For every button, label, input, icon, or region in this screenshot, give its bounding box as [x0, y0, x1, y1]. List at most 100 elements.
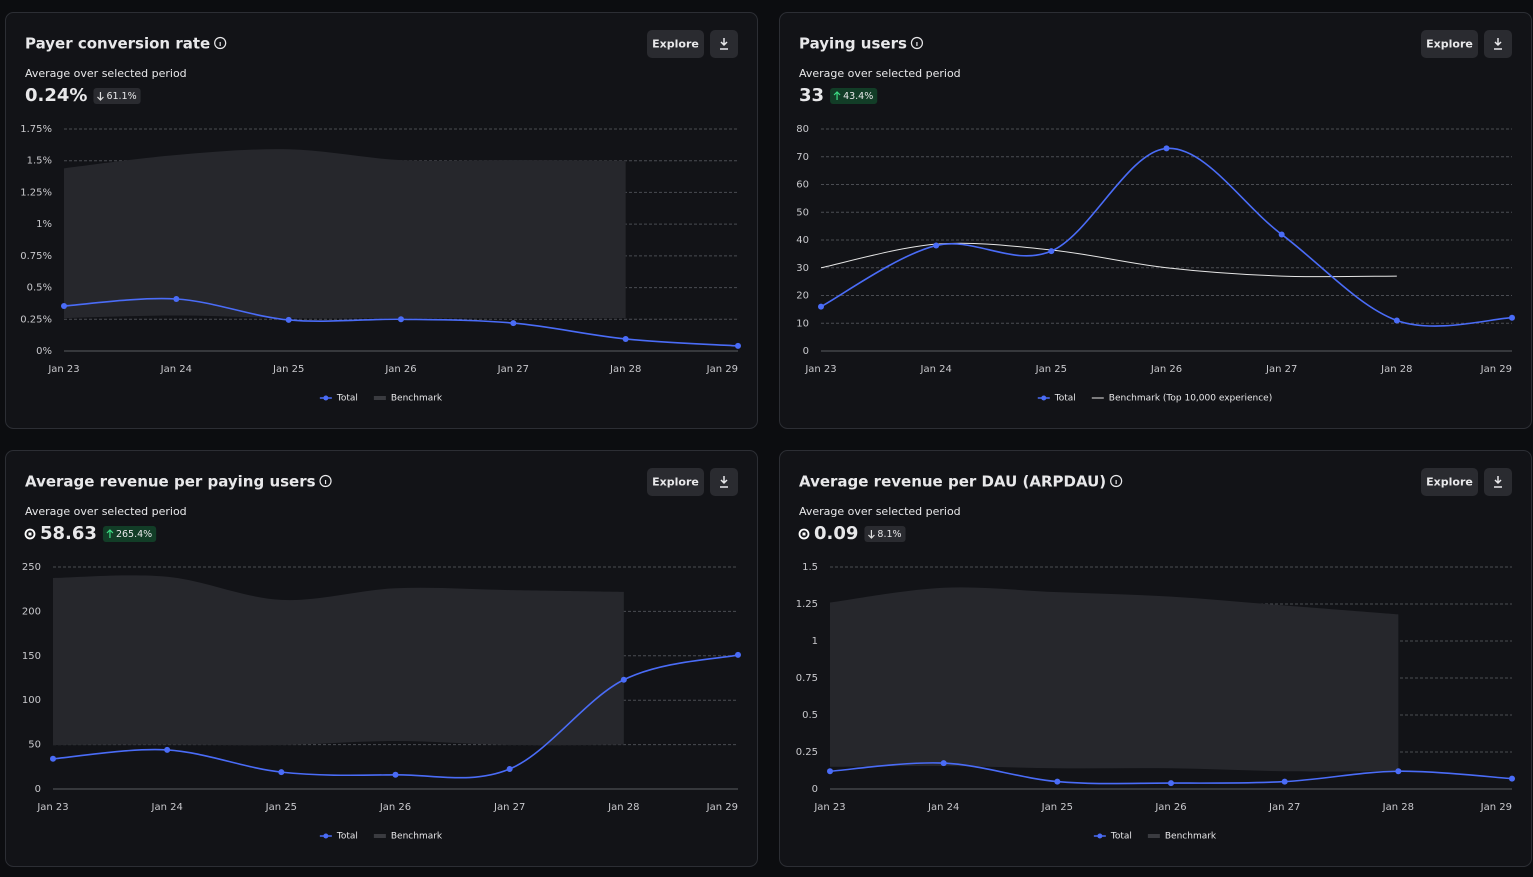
info-icon[interactable]	[1110, 474, 1123, 488]
y-tick-label: 1%	[36, 219, 52, 230]
x-tick-label: Jan 29	[1480, 364, 1512, 375]
chart-card: Average revenue per paying users Explore A…	[5, 450, 758, 867]
data-point	[285, 316, 292, 323]
y-tick-label: 40	[796, 235, 809, 246]
y-tick-label: 250	[22, 562, 41, 573]
data-point	[933, 242, 940, 249]
legend-marker-dot	[323, 833, 329, 839]
y-tick-label: 80	[796, 124, 809, 135]
explore-button-label: Explore	[652, 38, 699, 51]
currency-icon-inner	[802, 532, 806, 536]
legend-marker	[373, 834, 386, 838]
x-tick-label: Jan 23	[47, 364, 79, 375]
chart-title: Paying users	[799, 35, 907, 53]
legend-label: Benchmark	[1165, 832, 1217, 842]
legend-marker-dot	[1041, 395, 1047, 401]
data-point	[278, 769, 285, 776]
legend-label: Benchmark (Top 10,000 experience)	[1109, 394, 1272, 404]
legend: Total Benchmark	[319, 832, 443, 842]
info-icon[interactable]	[910, 36, 924, 50]
explore-button[interactable]	[1421, 468, 1478, 496]
y-tick-label: 0	[803, 346, 809, 357]
y-tick-label: 0.75	[796, 673, 818, 684]
legend-label: Total	[336, 394, 358, 404]
explore-button[interactable]	[647, 30, 704, 58]
legend: Total Benchmark	[319, 394, 443, 404]
x-tick-label: Jan 26	[379, 802, 411, 813]
y-tick-label: 20	[796, 291, 809, 302]
legend-label: Benchmark	[391, 394, 443, 404]
change-value: 43.4%	[843, 91, 873, 102]
y-tick-label: 60	[796, 180, 809, 191]
data-point	[50, 755, 56, 762]
y-tick-label: 10	[796, 318, 809, 329]
data-point	[940, 760, 947, 767]
y-tick-label: 0%	[36, 346, 52, 357]
x-tick-label: Jan 23	[36, 802, 68, 813]
x-tick-label: Jan 27	[493, 802, 525, 813]
explore-button[interactable]	[647, 468, 704, 496]
x-tick-label: Jan 24	[160, 364, 192, 375]
data-point	[818, 303, 824, 310]
currency-icon	[24, 528, 36, 540]
benchmark-line	[820, 242, 1397, 278]
y-tick-label: 0	[35, 784, 41, 795]
y-tick-label: 0	[812, 784, 818, 795]
explore-button[interactable]	[1421, 30, 1478, 58]
data-point	[1393, 317, 1400, 324]
x-tick-label: Jan 29	[706, 802, 738, 813]
x-tick-label: Jan 25	[272, 364, 304, 375]
data-point	[61, 302, 67, 309]
y-tick-label: 0.5%	[27, 283, 52, 294]
benchmark-band	[64, 149, 626, 319]
legend-marker	[373, 396, 386, 400]
x-tick-label: Jan 25	[265, 802, 297, 813]
info-icon[interactable]	[319, 474, 332, 488]
change-arrow	[867, 530, 875, 539]
change-badge	[93, 88, 141, 104]
chart-card: Paying users Explore Average over selected…	[779, 12, 1532, 429]
y-tick-label: 1.25%	[20, 187, 52, 198]
legend-label: Total	[336, 832, 358, 842]
data-point	[510, 320, 517, 327]
data-point	[392, 771, 399, 778]
headline-value: 0.24%	[25, 85, 87, 106]
data-point	[735, 651, 741, 658]
headline-value: 0.09	[814, 523, 858, 544]
x-tick-label: Jan 27	[497, 364, 529, 375]
legend: Total Benchmark (Top 10,000 experience)	[1037, 394, 1272, 404]
data-point	[1278, 231, 1285, 238]
headline-value: 33	[799, 85, 824, 106]
y-tick-label: 1.5	[802, 562, 818, 573]
change-badge	[830, 88, 878, 104]
change-arrow	[833, 91, 841, 100]
chart-card: Average revenue per DAU (ARPDAU) Explore A…	[779, 450, 1532, 867]
y-tick-label: 150	[22, 651, 41, 662]
card-background	[779, 12, 1532, 429]
data-point	[1168, 780, 1174, 787]
data-point	[1281, 778, 1288, 785]
y-tick-label: 70	[796, 152, 809, 163]
data-point	[1048, 248, 1055, 255]
headline-value: 58.63	[40, 523, 97, 544]
y-tick-label: 200	[22, 606, 41, 617]
subtitle: Average over selected period	[25, 505, 187, 518]
y-tick-label: 1	[812, 636, 818, 647]
y-tick-label: 1.75%	[20, 124, 52, 135]
data-point	[398, 316, 404, 323]
info-icon[interactable]	[214, 36, 227, 50]
change-badge	[864, 526, 906, 542]
download-icon	[1494, 38, 1502, 50]
x-tick-label: Jan 27	[1268, 802, 1300, 813]
chart-title: Average revenue per DAU (ARPDAU)	[799, 473, 1106, 491]
y-tick-label: 0.25%	[20, 314, 52, 325]
x-tick-label: Jan 24	[151, 802, 183, 813]
x-tick-label: Jan 25	[1041, 802, 1073, 813]
explore-button-label: Explore	[1426, 38, 1473, 51]
currency-icon-inner	[28, 532, 32, 536]
legend-label: Benchmark	[391, 832, 443, 842]
subtitle: Average over selected period	[799, 505, 961, 518]
download-icon	[1494, 476, 1502, 488]
benchmark-band	[53, 575, 624, 746]
